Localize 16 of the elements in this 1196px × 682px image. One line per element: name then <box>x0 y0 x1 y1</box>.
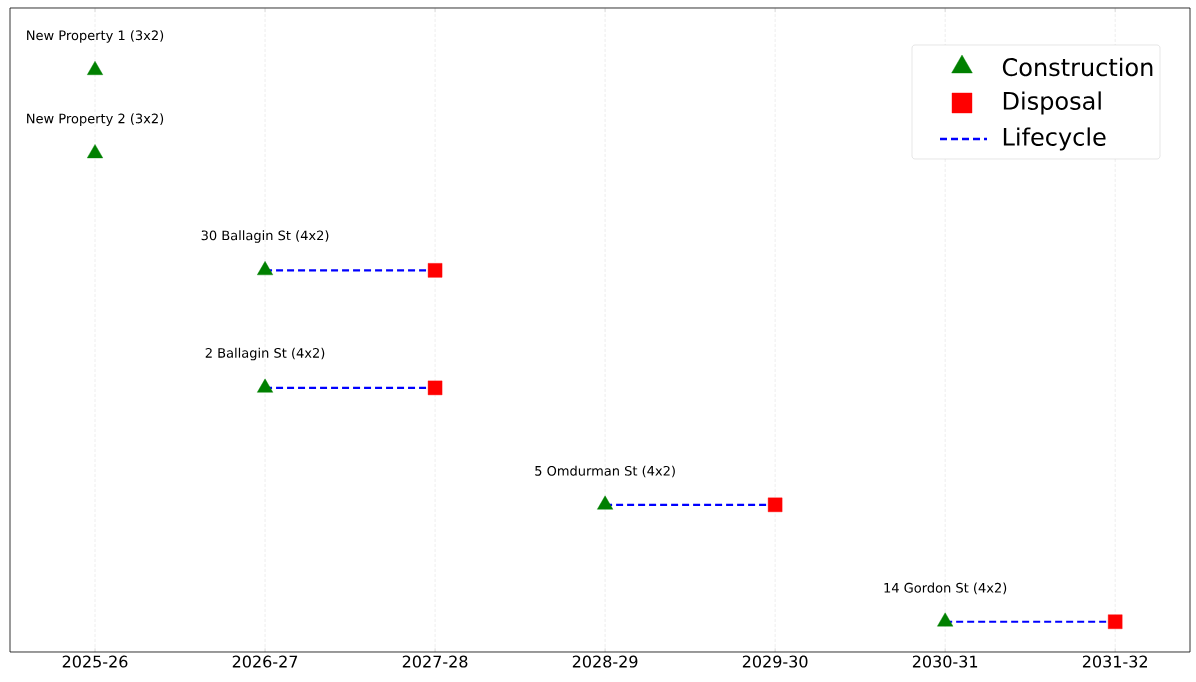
x-tick-label: 2029-30 <box>742 655 808 668</box>
annotation: New Property 2 (3x2) <box>27 113 164 126</box>
annotation: 14 Gordon St (4x2) <box>884 582 1007 595</box>
annotation: 5 Omdurman St (4x2) <box>535 465 675 478</box>
x-tick-label: 2027-28 <box>402 655 468 668</box>
x-tick-label: 2025-26 <box>62 655 128 668</box>
x-tick-label: 2030-31 <box>912 655 978 668</box>
annotation: New Property 1 (3x2) <box>27 30 164 43</box>
annotation: 2 Ballagin St (4x2) <box>205 347 325 361</box>
legend-label: Lifecycle <box>1003 127 1106 151</box>
x-tick-label: 2031-32 <box>1082 655 1147 668</box>
x-tick-label: 2028-29 <box>572 655 638 668</box>
x-tick-label: 2026-27 <box>232 655 298 668</box>
annotation: 30 Ballagin St (4x2) <box>201 230 329 243</box>
legend-label: Construction <box>1002 57 1153 77</box>
legend-label: Disposal <box>1003 91 1101 115</box>
